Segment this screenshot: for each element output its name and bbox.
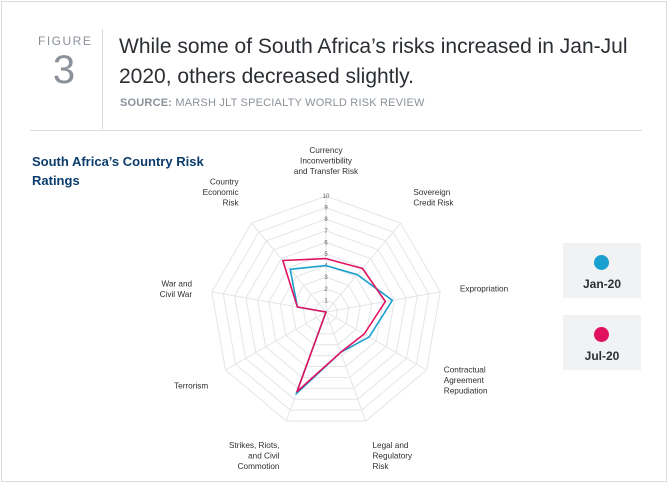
axis-label-line: Legal and: [373, 441, 409, 450]
axis-label-line: Repudiation: [444, 387, 488, 396]
grid-ring-8: [234, 218, 418, 400]
axis-label-line: War and: [161, 279, 192, 288]
axis-label-line: Risk: [223, 199, 240, 208]
grid-ring-9: [222, 207, 430, 411]
radar-tick-labels: 1 2 3 4 5 6 7 8 9 10: [323, 194, 330, 304]
figure-headline: While some of South Africa’s risks incre…: [119, 35, 628, 88]
legend-marker-jul-20: [594, 327, 609, 342]
grid-ring-3: [291, 276, 361, 346]
axis-label-9: Country Economic Risk: [203, 178, 240, 208]
grid-spoke-5: [325, 311, 367, 422]
tick-label-5: 5: [324, 252, 328, 258]
grid-spoke-4: [325, 311, 427, 371]
tick-label-6: 6: [324, 240, 328, 246]
legend-label-jan-20: Jan-20: [582, 277, 622, 291]
tick-label-9: 9: [324, 206, 328, 212]
chart-title: South Africa’s Country Risk Ratings: [32, 154, 204, 188]
grid-ring-6: [256, 241, 396, 378]
tick-label-4: 4: [324, 264, 328, 270]
axis-label-line: Country: [210, 178, 240, 187]
figure-label: FIGURE: [38, 34, 93, 48]
tick-label-8: 8: [324, 217, 328, 223]
axis-label-line: Commotion: [238, 462, 280, 471]
grid-spoke-2: [325, 222, 401, 313]
grid-ring-1: [314, 299, 338, 324]
source-label: SOURCE:: [120, 97, 173, 109]
legend-item-jul-20: Jul-20: [563, 315, 641, 370]
tick-label-2: 2: [324, 287, 328, 293]
axis-label-line: Contractual: [444, 366, 486, 375]
grid-spoke-9: [251, 222, 327, 313]
axis-label-8: War and Civil War: [160, 279, 193, 299]
series-line-jul-20: [281, 257, 387, 393]
axis-label-1: Currency Inconvertibility and Transfer Ris…: [294, 146, 359, 176]
grid-ring-4: [279, 265, 373, 357]
axis-label-4: Contractual Agreement Repudiation: [444, 366, 488, 396]
axis-label-line: Sovereign: [413, 188, 450, 197]
axis-label-7: Terrorism: [174, 381, 208, 390]
legend-label-jul-20: Jul-20: [584, 349, 620, 363]
axis-label-line: Regulatory: [373, 452, 414, 461]
axis-label-2: Sovereign Credit Risk: [413, 188, 454, 208]
axis-label-line: Civil War: [160, 290, 193, 299]
grid-ring-7: [245, 230, 407, 389]
grid-spoke-7: [225, 311, 327, 371]
radar-axis-labels: Currency Inconvertibility and Transfer Ris…: [160, 146, 509, 471]
source-text: MARSH JLT SPECIALTY WORLD RISK REVIEW: [175, 97, 425, 109]
grid-ring-2: [302, 288, 350, 335]
axis-label-line: and Transfer Risk: [294, 167, 359, 176]
axis-label-line: Economic: [203, 188, 239, 197]
tick-label-10: 10: [323, 194, 330, 200]
legend-item-jan-20: Jan-20: [563, 243, 641, 298]
legend-marker-jan-20: [594, 255, 609, 270]
tick-label-1: 1: [324, 298, 328, 304]
axis-label-line: Terrorism: [174, 381, 208, 390]
axis-label-line: Currency: [309, 146, 343, 155]
axis-label-line: Credit Risk: [413, 199, 454, 208]
radar-series: [281, 257, 394, 395]
tick-label-3: 3: [324, 275, 328, 281]
axis-label-line: and Civil: [248, 452, 280, 461]
axis-label-line: Inconvertibility: [300, 156, 353, 165]
axis-label-line: Expropriation: [460, 285, 509, 294]
header-rule: [30, 130, 642, 131]
axis-label-6: Strikes, Riots, and Civil Commotion: [229, 441, 280, 471]
axis-label-5: Legal and Regulatory Risk: [373, 441, 414, 471]
axis-label-line: Strikes, Riots,: [229, 441, 280, 450]
figure-number: 3: [52, 48, 76, 92]
tick-label-7: 7: [324, 229, 328, 235]
axis-label-3: Expropriation: [460, 285, 509, 294]
grid-spoke-3: [325, 291, 441, 313]
source-line: SOURCE: MARSH JLT SPECIALTY WORLD RISK R…: [120, 97, 425, 109]
grid-ring-10: [211, 195, 441, 422]
axis-label-line: Agreement: [444, 376, 485, 385]
axis-label-line: Risk: [373, 462, 390, 471]
figure-divider: [102, 29, 103, 129]
